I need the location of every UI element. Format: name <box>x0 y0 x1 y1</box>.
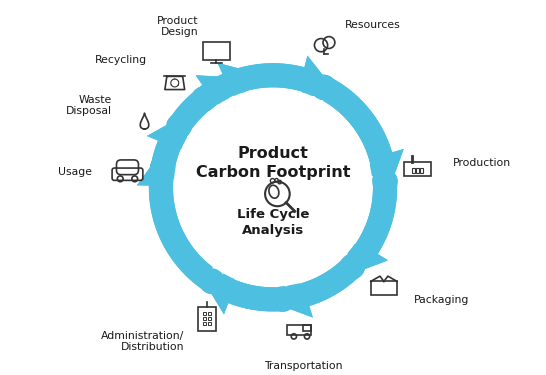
PathPatch shape <box>203 269 284 314</box>
Circle shape <box>167 114 191 138</box>
PathPatch shape <box>274 261 361 318</box>
Circle shape <box>143 57 403 318</box>
PathPatch shape <box>147 117 192 168</box>
Circle shape <box>200 269 224 293</box>
Text: Production: Production <box>453 158 511 168</box>
Circle shape <box>271 287 295 311</box>
Circle shape <box>373 170 397 194</box>
Circle shape <box>174 88 372 286</box>
PathPatch shape <box>274 261 361 318</box>
PathPatch shape <box>235 56 334 102</box>
Text: Product
Design: Product Design <box>157 16 198 38</box>
Circle shape <box>226 69 251 93</box>
Circle shape <box>200 269 224 293</box>
PathPatch shape <box>235 56 334 102</box>
Text: Packaging: Packaging <box>413 295 469 304</box>
Text: Life Cycle
Analysis: Life Cycle Analysis <box>237 208 309 237</box>
Circle shape <box>175 90 371 285</box>
Circle shape <box>271 287 295 311</box>
PathPatch shape <box>147 117 192 168</box>
Circle shape <box>192 87 216 111</box>
PathPatch shape <box>203 269 284 314</box>
Circle shape <box>151 156 175 180</box>
PathPatch shape <box>169 75 236 130</box>
PathPatch shape <box>324 77 403 190</box>
Text: Waste
Disposal: Waste Disposal <box>66 94 112 116</box>
Text: Usage: Usage <box>58 167 92 177</box>
Circle shape <box>340 255 364 279</box>
Circle shape <box>226 69 251 93</box>
PathPatch shape <box>169 75 236 130</box>
Circle shape <box>373 170 397 194</box>
Text: Transportation: Transportation <box>264 361 342 371</box>
Circle shape <box>151 156 175 180</box>
Text: Product
Carbon Footprint: Product Carbon Footprint <box>196 146 350 180</box>
Text: Resources: Resources <box>345 20 401 30</box>
PathPatch shape <box>197 63 256 108</box>
Text: Administration/
Distribution: Administration/ Distribution <box>101 331 185 352</box>
Text: Recycling: Recycling <box>95 55 147 64</box>
PathPatch shape <box>197 63 256 108</box>
Circle shape <box>167 114 191 138</box>
Circle shape <box>340 255 364 279</box>
PathPatch shape <box>324 77 403 190</box>
PathPatch shape <box>347 181 397 275</box>
Circle shape <box>312 75 336 100</box>
Circle shape <box>192 87 216 111</box>
PathPatch shape <box>347 181 397 275</box>
Circle shape <box>312 75 336 100</box>
PathPatch shape <box>137 148 212 291</box>
PathPatch shape <box>137 148 212 291</box>
